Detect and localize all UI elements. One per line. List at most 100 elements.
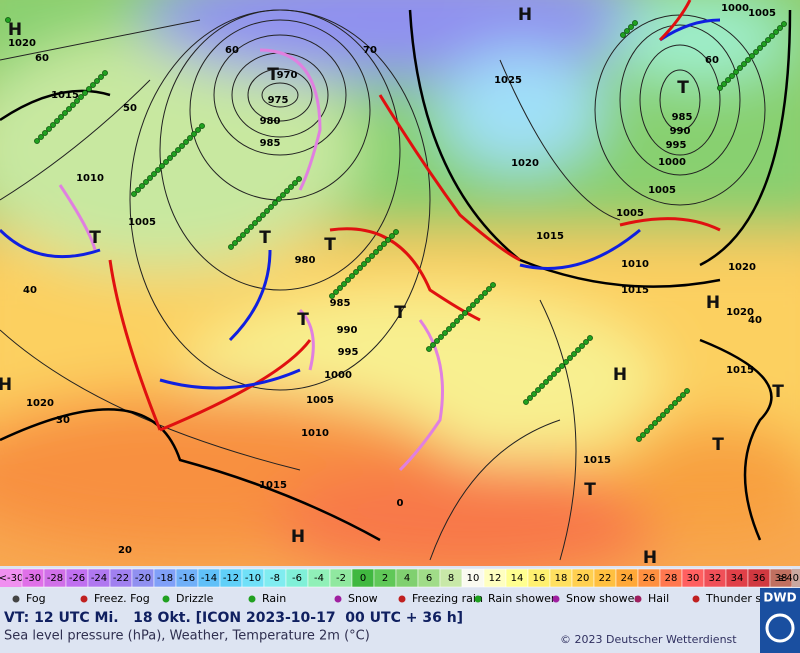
legend-icon	[334, 595, 342, 603]
weather-symbol	[765, 37, 771, 43]
weather-symbol	[66, 106, 72, 112]
pressure-system: T	[584, 480, 596, 500]
weather-symbol	[470, 302, 476, 308]
weather-symbol	[276, 196, 282, 202]
isobar-label: 990	[670, 126, 691, 137]
scale-value: 4	[404, 573, 410, 584]
weather-symbol	[583, 339, 589, 345]
legend-label: Rain shower	[488, 592, 556, 605]
weather-symbol	[652, 420, 658, 426]
weather-symbol	[361, 261, 367, 267]
weather-symbol	[365, 257, 371, 263]
legend-label: Freez. Fog	[94, 592, 150, 605]
isobar	[539, 299, 577, 561]
weather-symbol	[632, 20, 638, 26]
scale-value: 20	[577, 573, 590, 584]
weather-symbol	[341, 281, 347, 287]
isobar-label: 980	[295, 255, 316, 266]
pressure-system: T	[324, 235, 336, 255]
isobar-label: 70	[363, 45, 377, 56]
weather-symbol	[38, 134, 44, 140]
weather-symbol	[474, 298, 480, 304]
weather-symbol	[490, 282, 496, 288]
legend-label: Drizzle	[176, 592, 214, 605]
weather-symbol	[228, 244, 234, 250]
isobar-label: 1020	[26, 398, 54, 409]
weather-symbol	[357, 265, 363, 271]
weather-symbol	[527, 395, 533, 401]
weather-symbol	[183, 139, 189, 145]
weather-symbols	[5, 17, 787, 442]
pressure-system: H	[613, 365, 627, 385]
weather-symbol	[567, 355, 573, 361]
weather-symbol	[78, 94, 84, 100]
weather-symbol	[236, 236, 242, 242]
weather-symbol	[296, 176, 302, 182]
weather-symbol	[171, 151, 177, 157]
weather-symbol	[434, 338, 440, 344]
legend-label: Snow	[348, 592, 378, 605]
isobar	[261, 82, 299, 108]
weather-symbol	[559, 363, 565, 369]
weather-symbol	[660, 412, 666, 418]
weather-symbol	[82, 90, 88, 96]
isobar-label: 1015	[51, 90, 79, 101]
isobar-label: 980	[260, 116, 281, 127]
scale-high-cell	[792, 569, 800, 587]
weather-symbol	[393, 229, 399, 235]
scale-value: -12	[223, 573, 239, 584]
scale-value: -16	[179, 573, 195, 584]
scale-value: 34	[731, 573, 744, 584]
isobar-label: 985	[260, 138, 281, 149]
weather-symbol	[240, 232, 246, 238]
logo: DWD	[763, 591, 796, 605]
legend-label: Fog	[26, 592, 46, 605]
pressure-system: H	[706, 293, 720, 313]
pressure-system: T	[772, 382, 784, 402]
weather-symbol	[131, 191, 137, 197]
weather-symbol	[102, 70, 108, 76]
legend-icon	[162, 595, 170, 603]
weather-symbol	[543, 379, 549, 385]
isobar-label: 1005	[128, 217, 156, 228]
legend-icon	[692, 595, 700, 603]
isobar	[213, 34, 347, 156]
scale-value: -22	[113, 573, 129, 584]
scale-value: 16	[533, 573, 546, 584]
legend-icon	[398, 595, 406, 603]
weather-symbol	[381, 241, 387, 247]
weather-symbol	[482, 290, 488, 296]
isobar-label: 1015	[726, 365, 754, 376]
weather-symbol	[54, 118, 60, 124]
weather-symbol	[86, 86, 92, 92]
isobar	[499, 59, 621, 221]
weather-symbol	[199, 123, 205, 129]
isobar-label: 1005	[648, 185, 676, 196]
weather-symbol	[535, 387, 541, 393]
isobar	[619, 24, 741, 176]
scale-low-cell	[0, 569, 22, 587]
pressure-system: H	[8, 20, 22, 40]
scale-high: ≥40 °C	[778, 573, 800, 584]
scale-value: 18	[555, 573, 568, 584]
pressure-system: T	[259, 228, 271, 248]
weather-symbol	[62, 110, 68, 116]
weather-symbol	[668, 404, 674, 410]
weather-symbol	[369, 253, 375, 259]
weather-symbol	[620, 32, 626, 38]
weather-symbol	[769, 33, 775, 39]
scale-value: -4	[314, 573, 324, 584]
isobar-label: 1015	[536, 231, 564, 242]
scale-value: 22	[599, 573, 612, 584]
pressure-system: H	[291, 527, 305, 547]
isobar-label: 985	[672, 112, 693, 123]
pressure-system: T	[297, 310, 309, 330]
weather-symbol	[288, 184, 294, 190]
isobar-label: 60	[705, 55, 719, 66]
weather-symbol	[389, 233, 395, 239]
legend-icon	[80, 595, 88, 603]
weather-symbol	[648, 424, 654, 430]
pressure-system: H	[643, 548, 657, 568]
scale-value: 38	[775, 573, 788, 584]
weather-symbol	[58, 114, 64, 120]
